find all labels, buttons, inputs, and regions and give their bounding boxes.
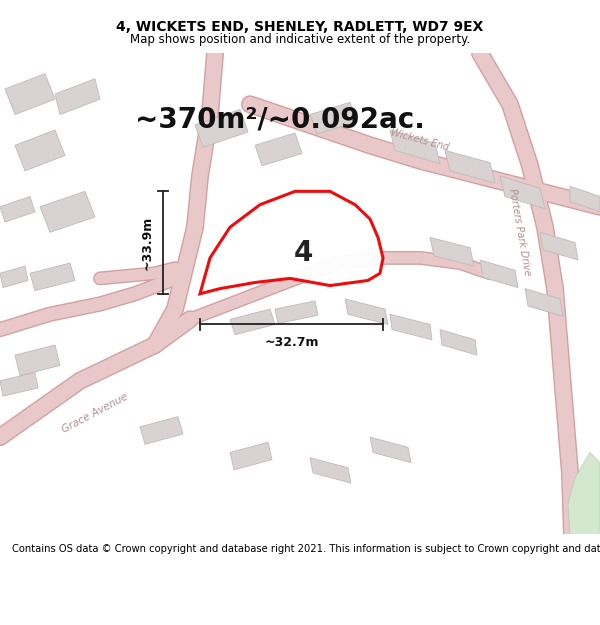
Polygon shape <box>525 289 563 316</box>
Polygon shape <box>540 232 578 260</box>
Polygon shape <box>390 314 432 340</box>
Text: ~370m²/~0.092ac.: ~370m²/~0.092ac. <box>135 106 425 134</box>
Polygon shape <box>568 452 600 534</box>
Polygon shape <box>255 133 302 166</box>
Polygon shape <box>230 309 275 335</box>
Text: 4: 4 <box>293 239 313 268</box>
Text: Map shows position and indicative extent of the property.: Map shows position and indicative extent… <box>130 34 470 46</box>
Polygon shape <box>5 74 55 114</box>
Polygon shape <box>500 176 545 209</box>
Polygon shape <box>310 102 357 134</box>
Polygon shape <box>430 238 474 266</box>
Polygon shape <box>440 329 477 355</box>
Polygon shape <box>445 151 495 183</box>
Polygon shape <box>370 437 411 462</box>
Polygon shape <box>480 260 518 288</box>
Polygon shape <box>0 266 28 288</box>
Polygon shape <box>310 458 351 483</box>
Polygon shape <box>200 191 383 294</box>
Polygon shape <box>390 130 440 164</box>
Text: 4, WICKETS END, SHENLEY, RADLETT, WD7 9EX: 4, WICKETS END, SHENLEY, RADLETT, WD7 9E… <box>116 20 484 34</box>
Polygon shape <box>570 186 600 212</box>
Polygon shape <box>345 299 388 324</box>
Polygon shape <box>30 263 75 291</box>
Polygon shape <box>0 196 35 222</box>
Polygon shape <box>0 372 38 396</box>
Polygon shape <box>15 345 60 376</box>
Text: Grace Avenue: Grace Avenue <box>61 392 130 435</box>
Text: Wickets End: Wickets End <box>390 127 450 152</box>
Polygon shape <box>55 79 100 114</box>
Text: ~33.9m: ~33.9m <box>140 216 154 269</box>
Polygon shape <box>275 301 318 324</box>
Polygon shape <box>15 130 65 171</box>
Polygon shape <box>230 442 272 470</box>
Polygon shape <box>140 417 183 444</box>
Text: Porters Park Drive: Porters Park Drive <box>508 188 533 277</box>
Polygon shape <box>40 191 95 232</box>
Polygon shape <box>195 109 248 148</box>
Text: ~32.7m: ~32.7m <box>264 336 319 349</box>
Text: Contains OS data © Crown copyright and database right 2021. This information is : Contains OS data © Crown copyright and d… <box>12 544 600 554</box>
